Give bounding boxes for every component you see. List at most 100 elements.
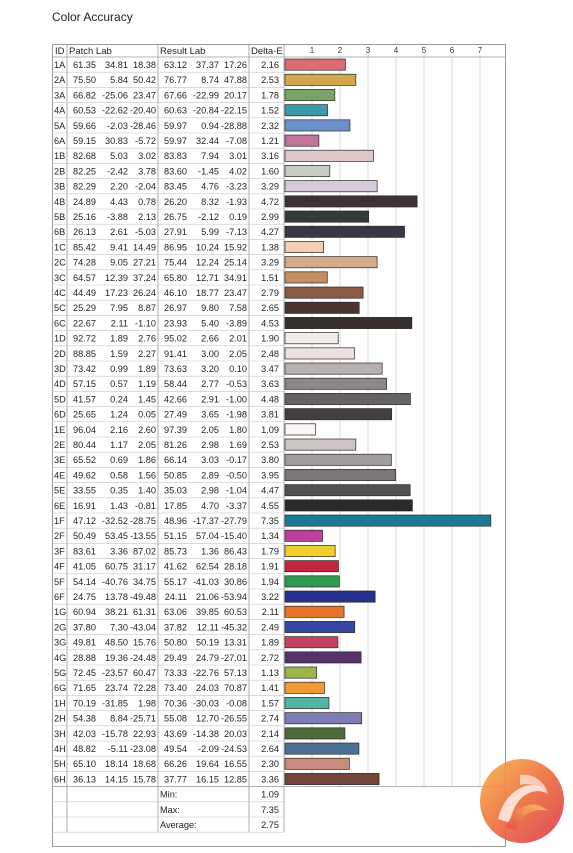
cell-patch-lab: -20.40 xyxy=(130,106,156,116)
cell-result-lab: 63.06 xyxy=(164,607,187,617)
cell-patch-lab: 14.49 xyxy=(133,242,156,252)
cell-result-lab: -30.03 xyxy=(193,698,219,708)
cell-id: 3B xyxy=(54,182,65,192)
cell-id: 5B xyxy=(54,212,65,222)
cell-patch-lab: 5.84 xyxy=(110,75,128,85)
cell-result-lab: -1.93 xyxy=(226,197,247,207)
cell-result-lab: 95.02 xyxy=(164,334,187,344)
cell-id: 2H xyxy=(54,714,66,724)
cell-patch-lab: 1.89 xyxy=(110,334,128,344)
cell-patch-lab: -5.11 xyxy=(108,744,128,754)
cell-patch-lab: -25.06 xyxy=(102,90,128,100)
cell-result-lab: -22.99 xyxy=(193,90,219,100)
delta-e-bar xyxy=(284,286,364,299)
chart-tick-label: 7 xyxy=(478,46,483,55)
cell-result-lab: -1.45 xyxy=(198,166,219,176)
cell-result-lab: 13.31 xyxy=(224,638,247,648)
cell-result-lab: 73.33 xyxy=(164,668,187,678)
cell-result-lab: 26.20 xyxy=(164,197,187,207)
cell-id: 3A xyxy=(54,90,66,100)
cell-patch-lab: -0.81 xyxy=(135,501,156,511)
cell-result-lab: 7.58 xyxy=(229,303,247,313)
cell-patch-lab: -2.42 xyxy=(107,166,128,176)
summary-value: 2.75 xyxy=(261,820,279,830)
cell-patch-lab: 36.13 xyxy=(73,774,96,784)
cell-patch-lab: 0.24 xyxy=(110,394,128,404)
cell-patch-lab: 47.12 xyxy=(73,516,96,526)
cell-result-lab: 2.77 xyxy=(201,379,219,389)
cell-patch-lab: 66.82 xyxy=(73,90,96,100)
cell-patch-lab: 59.15 xyxy=(73,136,96,146)
cell-result-lab: 73.40 xyxy=(164,683,187,693)
cell-id: 1E xyxy=(54,425,65,435)
cell-patch-lab: 27.21 xyxy=(133,258,156,268)
cell-patch-lab: -23.08 xyxy=(130,744,156,754)
cell-result-lab: 4.76 xyxy=(201,182,219,192)
cell-patch-lab: 18.38 xyxy=(133,60,156,70)
cell-patch-lab: 17.23 xyxy=(105,288,128,298)
cell-result-lab: 1.69 xyxy=(229,440,247,450)
cell-result-lab: 17.85 xyxy=(164,501,187,511)
cell-result-lab: 35.03 xyxy=(164,486,187,496)
cell-result-lab: -26.55 xyxy=(221,714,247,724)
cell-result-lab: 57.13 xyxy=(224,668,247,678)
cell-id: 1C xyxy=(54,242,66,252)
cell-result-lab: 1.80 xyxy=(229,425,247,435)
cell-result-lab: 50.19 xyxy=(196,638,219,648)
cell-delta-e: 4.72 xyxy=(261,197,279,207)
cell-patch-lab: 85.42 xyxy=(73,242,96,252)
cell-result-lab: 8.32 xyxy=(201,197,219,207)
cell-patch-lab: 33.55 xyxy=(73,486,96,496)
delta-e-bar xyxy=(284,666,317,679)
cell-patch-lab: 1.43 xyxy=(110,501,128,511)
cell-result-lab: 27.49 xyxy=(164,410,187,420)
cell-id: 5F xyxy=(54,577,65,587)
cell-result-lab: 37.82 xyxy=(164,622,187,632)
cell-patch-lab: 13.78 xyxy=(105,592,128,602)
cell-result-lab: 66.26 xyxy=(164,759,187,769)
delta-e-bar xyxy=(284,317,413,329)
cell-patch-lab: 2.11 xyxy=(111,318,128,328)
cell-patch-lab: 0.99 xyxy=(110,364,128,374)
cell-id: 3C xyxy=(54,273,66,283)
cell-delta-e: 3.29 xyxy=(261,258,279,268)
delta-e-bar xyxy=(284,605,345,618)
cell-patch-lab: 53.45 xyxy=(105,531,128,541)
cell-delta-e: 2.79 xyxy=(261,288,279,298)
cell-result-lab: 32.44 xyxy=(196,136,219,146)
cell-patch-lab: 60.47 xyxy=(133,668,156,678)
cell-patch-lab: 73.42 xyxy=(73,364,96,374)
cell-result-lab: 23.47 xyxy=(224,288,247,298)
cell-delta-e: 1.34 xyxy=(261,531,279,541)
cell-result-lab: -17.37 xyxy=(193,516,219,526)
cell-patch-lab: 1.89 xyxy=(138,364,156,374)
cell-result-lab: 0.10 xyxy=(229,364,247,374)
delta-e-bar xyxy=(284,165,331,177)
cell-result-lab: -53.94 xyxy=(221,592,247,602)
delta-e-bar xyxy=(284,362,383,375)
cell-delta-e: 4.55 xyxy=(261,501,279,511)
delta-e-bar xyxy=(284,377,387,390)
cell-delta-e: 2.16 xyxy=(261,60,279,70)
cell-id: 2A xyxy=(54,75,66,85)
cell-result-lab: 50.85 xyxy=(164,470,187,480)
delta-e-bar xyxy=(284,271,328,284)
cell-delta-e: 1.79 xyxy=(261,546,279,556)
cell-result-lab: -27.79 xyxy=(221,516,247,526)
cell-id: 3E xyxy=(54,455,65,465)
cell-result-lab: 76.77 xyxy=(164,75,187,85)
cell-result-lab: 50.80 xyxy=(164,638,187,648)
cell-id: 1G xyxy=(54,607,66,617)
delta-e-bar xyxy=(284,757,350,770)
cell-patch-lab: 12.39 xyxy=(105,273,128,283)
cell-patch-lab: 60.53 xyxy=(73,106,96,116)
cell-patch-lab: 0.69 xyxy=(110,455,128,465)
cell-result-lab: 9.80 xyxy=(201,303,219,313)
cell-patch-lab: 1.98 xyxy=(138,698,156,708)
cell-patch-lab: 82.29 xyxy=(73,182,96,192)
cell-result-lab: 67.66 xyxy=(164,90,187,100)
cell-patch-lab: 49.62 xyxy=(73,470,96,480)
cell-result-lab: -3.23 xyxy=(226,182,247,192)
cell-patch-lab: 0.57 xyxy=(110,379,128,389)
cell-result-lab: 37.37 xyxy=(196,60,219,70)
